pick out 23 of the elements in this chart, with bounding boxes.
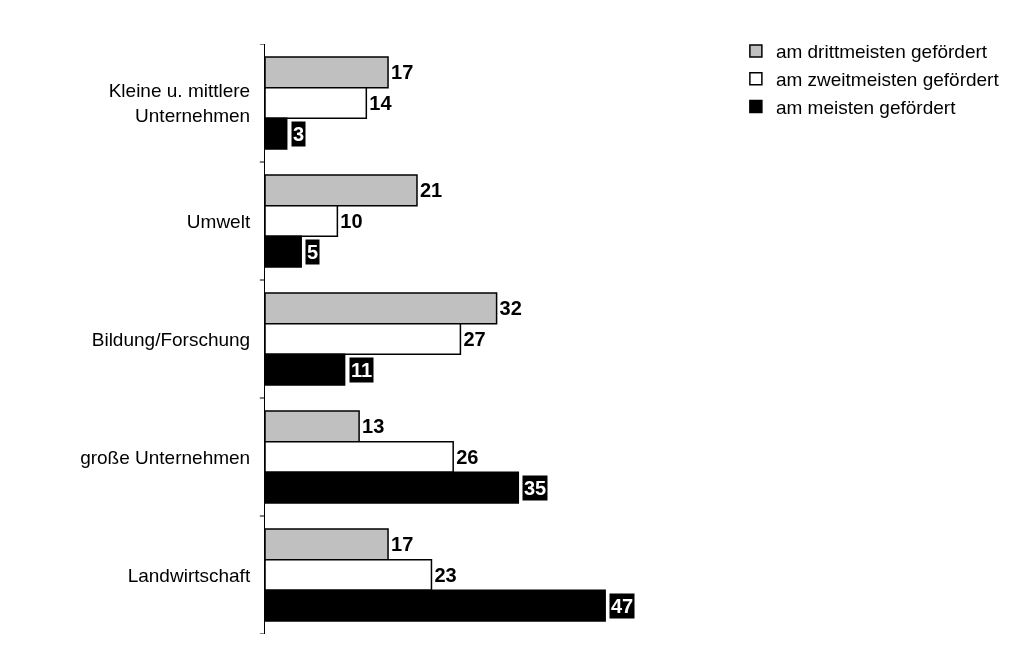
y-tick-label: Landwirtschaft	[127, 564, 251, 586]
data-label: 10	[340, 210, 363, 232]
data-label: 3	[293, 123, 305, 145]
data-label: 14	[369, 92, 393, 114]
legend-label: am drittmeisten gefördert	[775, 41, 988, 63]
data-label: 5	[307, 241, 319, 263]
y-tick-label: Kleine u. mittlere Unternehmen	[108, 80, 251, 126]
data-label: 27	[463, 328, 486, 350]
data-label: 13	[362, 415, 385, 438]
data-label: 21	[419, 179, 443, 202]
data-label: 35	[524, 477, 547, 499]
legend-label: am zweitmeisten gefördert	[775, 69, 1000, 91]
y-tick-label: Umwelt	[186, 210, 251, 232]
data-label: 17	[391, 533, 414, 556]
data-label: 11	[351, 359, 373, 381]
data-label: 47	[611, 595, 634, 617]
data-label: 26	[456, 446, 479, 468]
y-tick-label: Bildung/Forschung	[91, 328, 251, 350]
y-tick-label: große Unternehmen	[80, 446, 251, 468]
legend-label: am meisten gefördert	[775, 96, 957, 118]
data-label: 17	[391, 61, 414, 84]
data-label: 23	[434, 564, 457, 586]
data-label: 32	[499, 297, 522, 320]
